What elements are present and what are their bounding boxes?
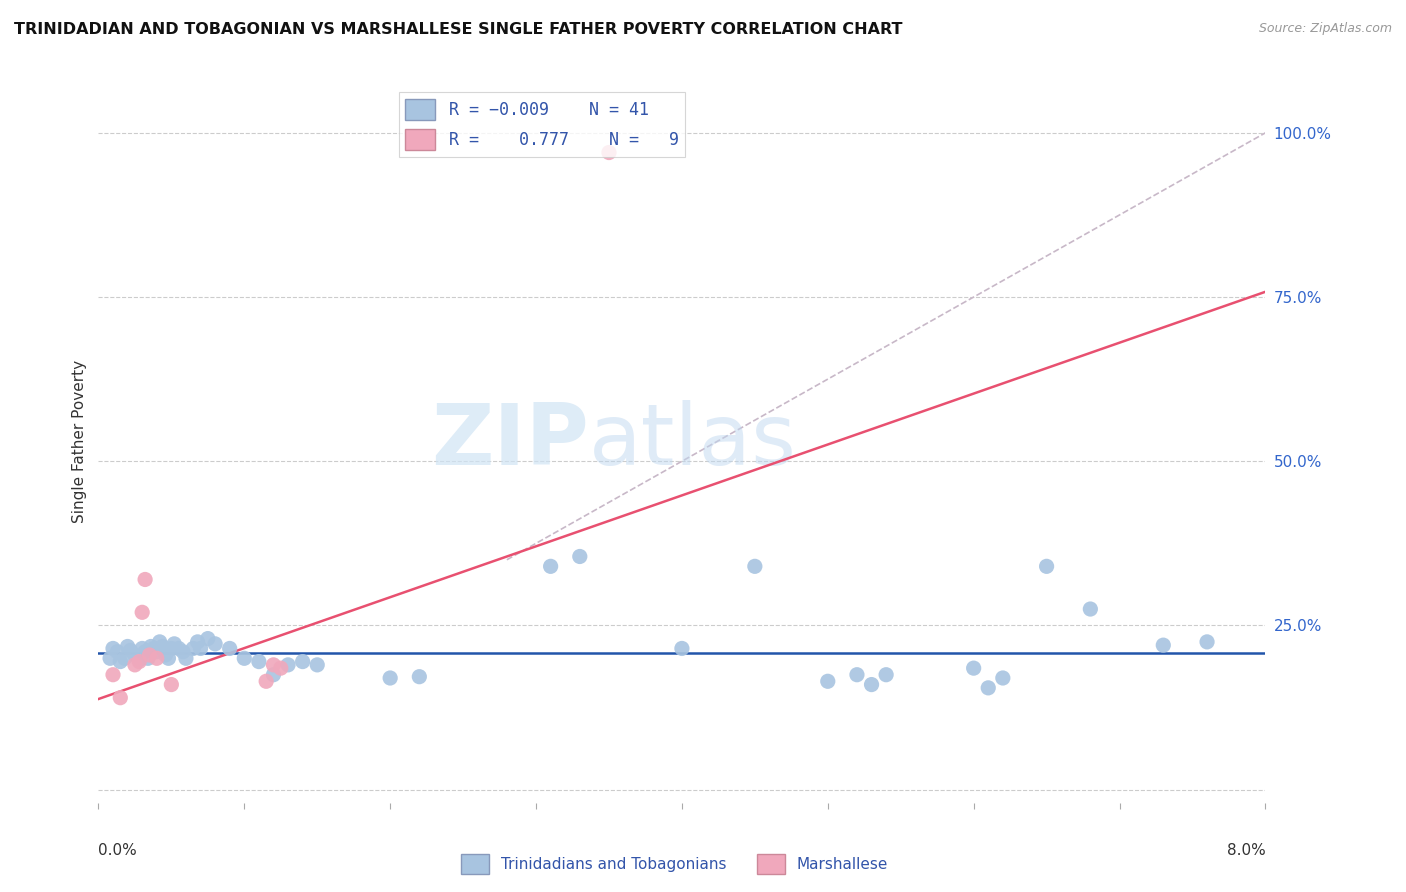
Point (146, 645, 169, 659)
Point (671, 641, 693, 656)
Point (568, 549, 591, 564)
Point (128, 655, 150, 669)
Point (105, 645, 128, 659)
Point (875, 667, 897, 681)
Point (977, 681, 1000, 695)
Text: TRINIDADIAN AND TOBAGONIAN VS MARSHALLESE SINGLE FATHER POVERTY CORRELATION CHAR: TRINIDADIAN AND TOBAGONIAN VS MARSHALLES… (14, 22, 903, 37)
Point (136, 651, 159, 665)
Point (134, 573, 156, 587)
Point (307, 657, 329, 672)
Point (991, 671, 1014, 685)
Point (197, 632, 219, 646)
Point (128, 652, 150, 666)
Point (262, 667, 284, 681)
Legend: R = −0.009    N = 41, R =    0.777    N =   9: R = −0.009 N = 41, R = 0.777 N = 9 (398, 92, 685, 157)
Point (131, 641, 153, 656)
Point (187, 635, 209, 649)
Point (98, 651, 121, 665)
Point (218, 641, 240, 656)
Point (277, 657, 299, 672)
Point (1035, 559, 1057, 574)
Point (120, 643, 142, 657)
Text: atlas: atlas (589, 400, 797, 483)
Point (270, 661, 292, 675)
Point (262, 657, 284, 672)
Point (233, 651, 256, 665)
Point (1197, 635, 1219, 649)
Point (167, 641, 190, 656)
Point (408, 670, 430, 684)
Y-axis label: Single Father Poverty: Single Father Poverty (72, 360, 87, 523)
Legend: Trinidadians and Tobagonians, Marshallese: Trinidadians and Tobagonians, Marshalles… (456, 848, 894, 880)
Point (157, 651, 180, 665)
Point (254, 674, 277, 689)
Point (1080, 602, 1102, 616)
Point (131, 605, 153, 619)
Point (114, 651, 136, 665)
Point (117, 640, 139, 654)
Point (101, 667, 124, 681)
Point (1152, 638, 1174, 652)
Point (860, 677, 883, 691)
Point (142, 641, 165, 656)
Point (744, 559, 766, 574)
Point (110, 655, 132, 669)
Point (598, 145, 620, 160)
Point (149, 635, 172, 649)
Point (962, 661, 984, 675)
Point (380, 671, 402, 685)
Point (124, 657, 146, 672)
Point (247, 655, 270, 669)
Point (110, 690, 132, 705)
Point (291, 655, 314, 669)
Point (155, 648, 177, 662)
Point (160, 677, 183, 691)
Point (540, 559, 562, 574)
Text: 0.0%: 0.0% (98, 843, 138, 857)
Point (124, 648, 146, 662)
Point (181, 641, 204, 656)
Point (134, 645, 156, 659)
Point (174, 651, 197, 665)
Point (817, 674, 839, 689)
Point (204, 637, 226, 651)
Point (845, 667, 868, 681)
Text: 8.0%: 8.0% (1226, 843, 1265, 857)
Point (146, 651, 169, 665)
Text: ZIP: ZIP (430, 400, 589, 483)
Point (139, 640, 162, 654)
Point (160, 641, 183, 656)
Point (190, 641, 212, 656)
Point (172, 645, 194, 659)
Point (138, 648, 160, 662)
Point (152, 640, 174, 654)
Text: Source: ZipAtlas.com: Source: ZipAtlas.com (1258, 22, 1392, 36)
Point (101, 641, 124, 656)
Point (163, 637, 186, 651)
